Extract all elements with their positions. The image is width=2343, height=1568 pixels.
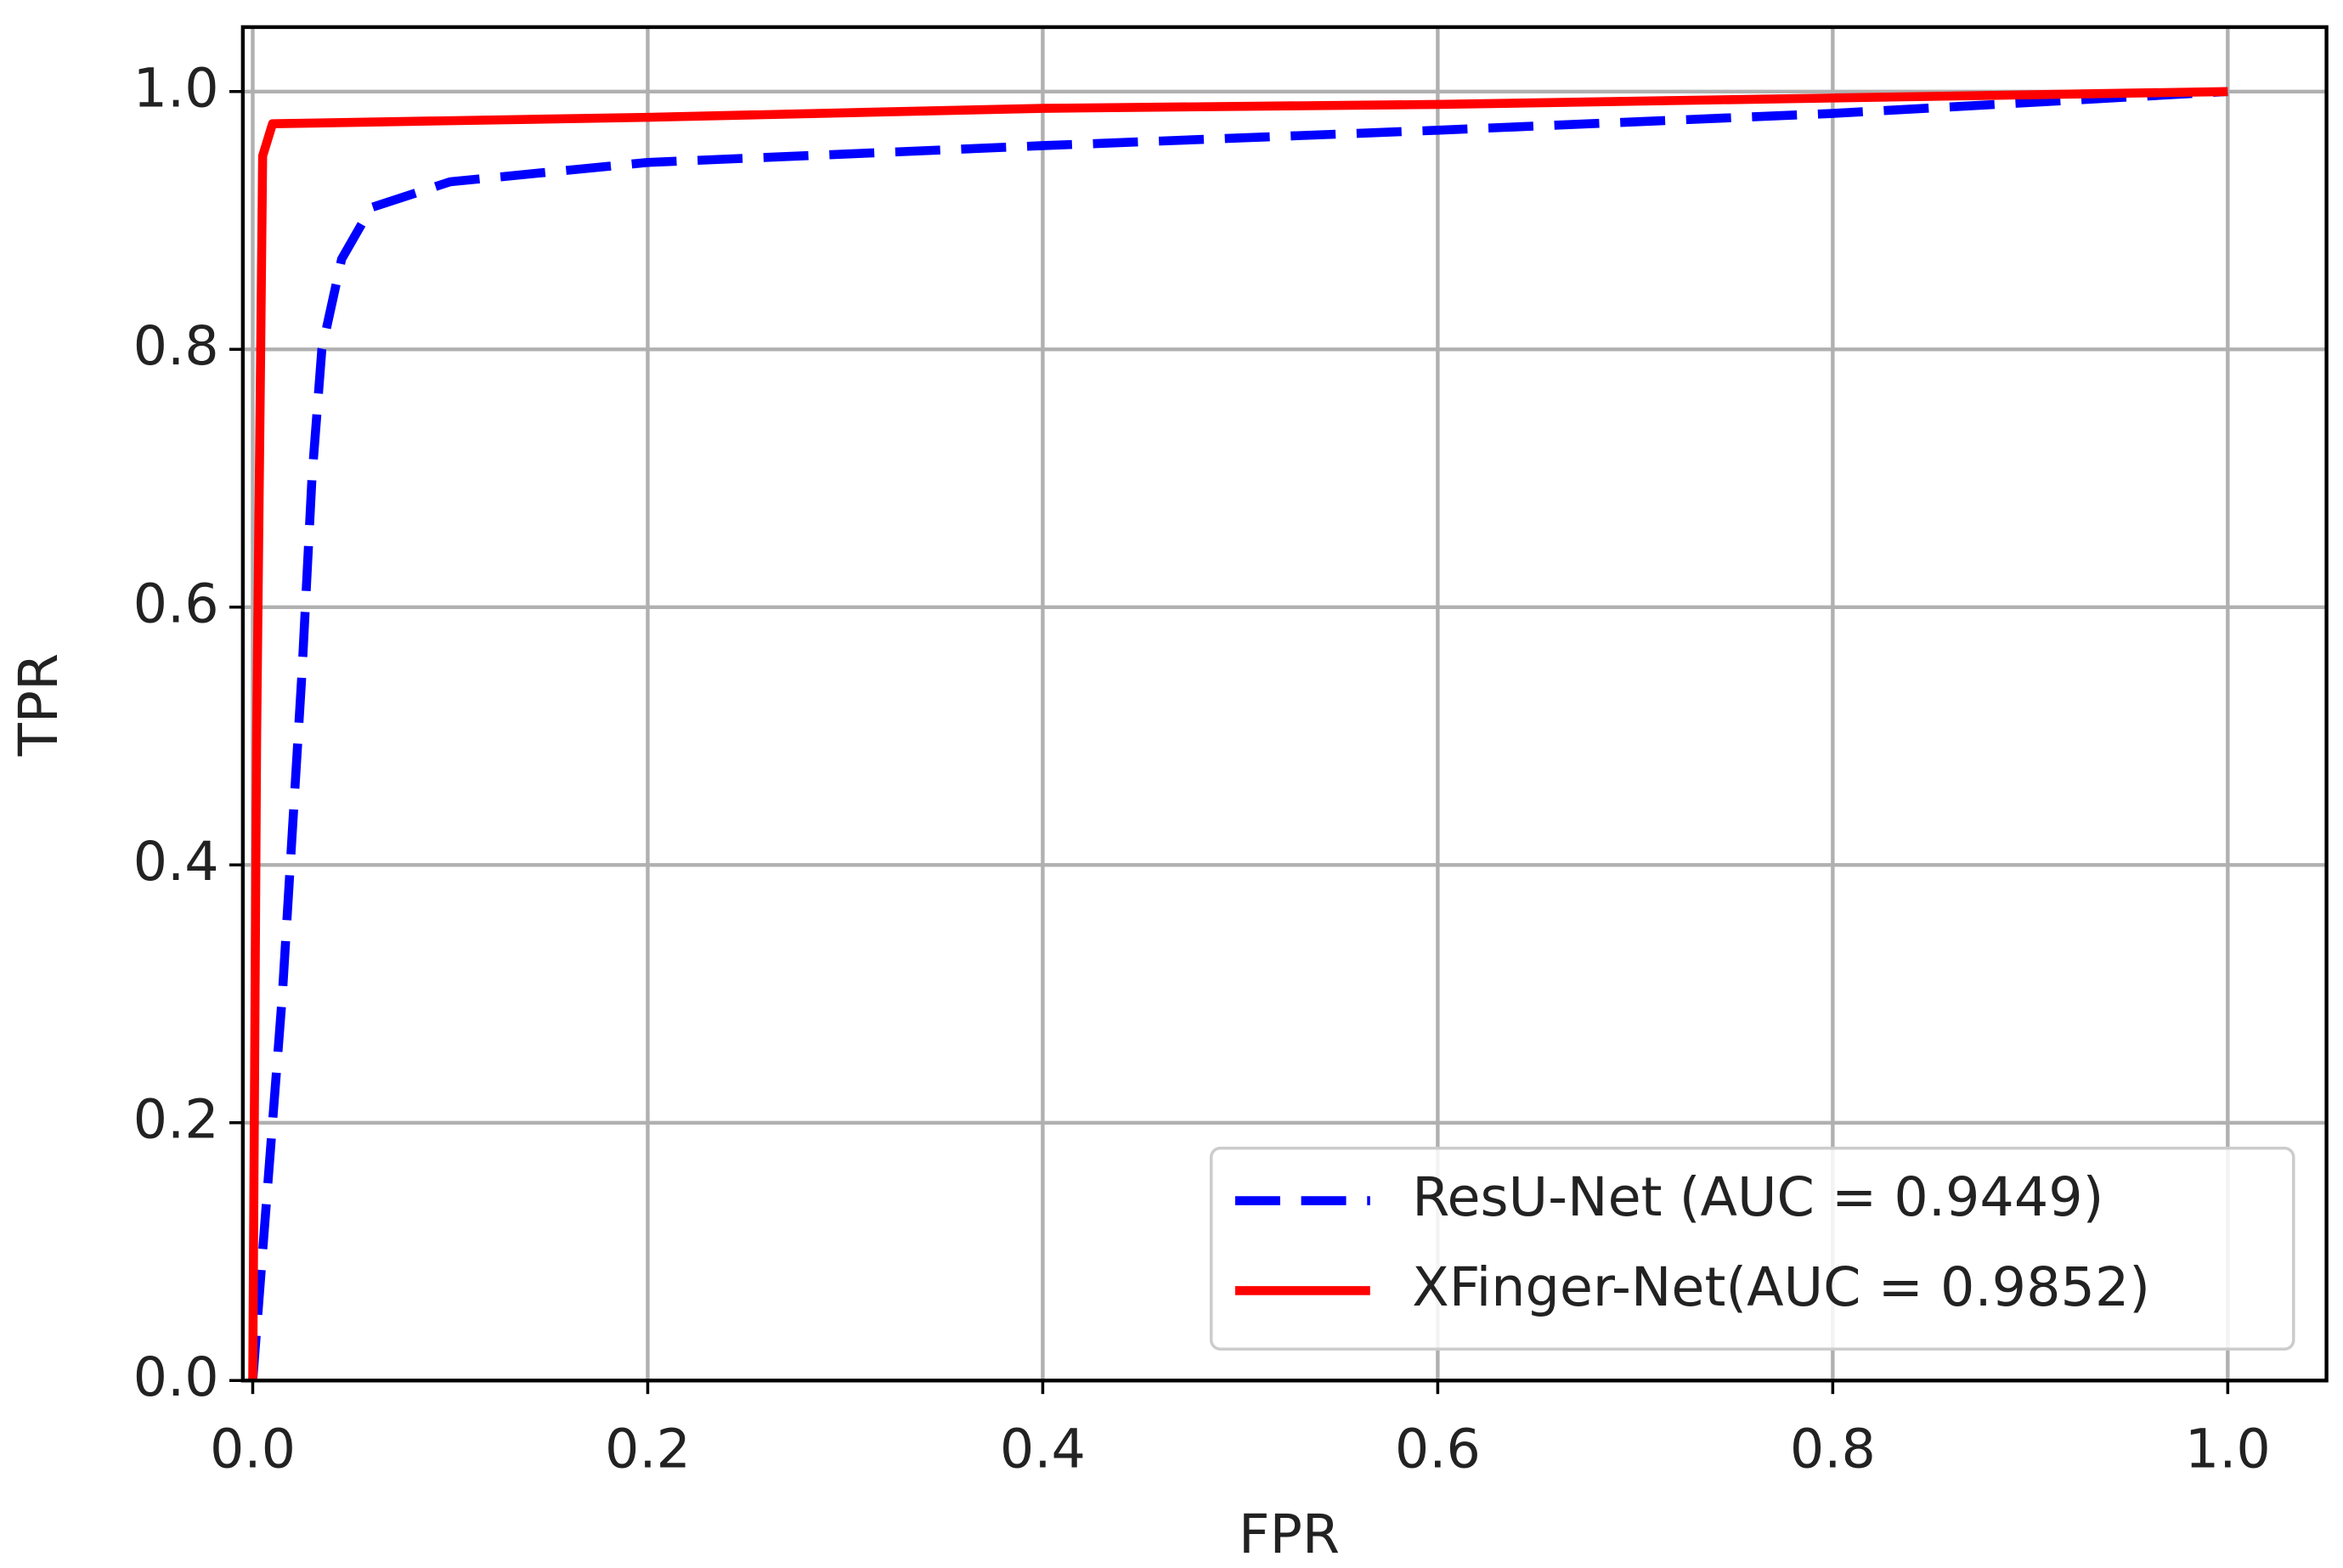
- y-tick-label: 0.2: [133, 1087, 219, 1150]
- x-tick-label: 0.8: [1790, 1418, 1876, 1481]
- legend-label: XFinger-Net(AUC = 0.9852): [1412, 1255, 2150, 1318]
- legend-box: [1209, 1147, 2295, 1351]
- y-tick-label: 0.4: [133, 830, 219, 893]
- y-tick-label: 0.6: [133, 572, 219, 635]
- x-tick-label: 0.0: [210, 1418, 296, 1481]
- line: [248, 87, 2228, 1381]
- x-axis-label: FPR: [1239, 1503, 1340, 1565]
- y-tick-label: 0.8: [133, 314, 219, 377]
- legend: ResU-Net (AUC = 0.9449) XFinger-Net(AUC =…: [1209, 1147, 2295, 1351]
- x-tick-label: 0.6: [1395, 1418, 1481, 1481]
- plot-frame: [240, 25, 2329, 1383]
- x-tick-label: 1.0: [2185, 1418, 2271, 1481]
- x-tick-label: 0.4: [1000, 1418, 1086, 1481]
- legend-label: ResU-Net (AUC = 0.9449): [1412, 1165, 2103, 1228]
- x-tick-label: 0.2: [605, 1418, 691, 1481]
- y-axis-label: TPR: [7, 653, 70, 757]
- line: [248, 87, 2228, 1381]
- y-tick-label: 1.0: [133, 56, 219, 119]
- y-tick-label: 0.0: [133, 1345, 219, 1408]
